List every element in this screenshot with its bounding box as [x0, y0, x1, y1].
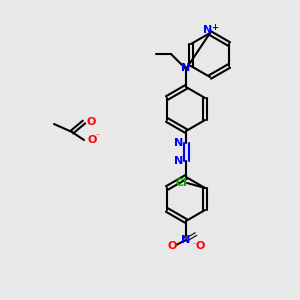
Text: N: N [174, 156, 184, 166]
Text: ⁻: ⁻ [192, 241, 196, 250]
Text: N: N [182, 235, 190, 245]
Text: +: + [212, 23, 218, 32]
Text: N: N [182, 63, 190, 73]
Text: N: N [203, 25, 213, 35]
Text: Cl: Cl [175, 178, 187, 188]
Text: ⁻: ⁻ [176, 241, 180, 250]
Text: N: N [174, 138, 184, 148]
Text: O: O [87, 135, 97, 145]
Text: O: O [195, 241, 205, 251]
Text: O: O [167, 241, 177, 251]
Text: O: O [86, 117, 96, 127]
Text: ⁻: ⁻ [96, 131, 100, 140]
